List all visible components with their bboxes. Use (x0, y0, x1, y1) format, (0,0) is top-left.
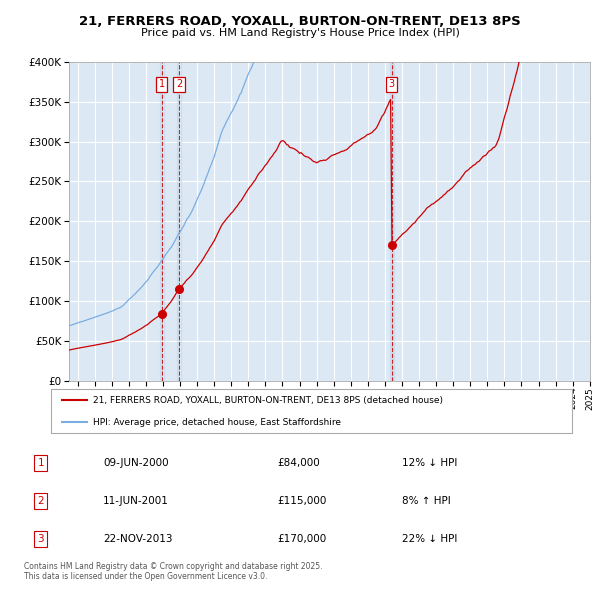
Text: 3: 3 (388, 79, 395, 89)
Text: 21, FERRERS ROAD, YOXALL, BURTON-ON-TRENT, DE13 8PS (detached house): 21, FERRERS ROAD, YOXALL, BURTON-ON-TREN… (93, 396, 443, 405)
Text: Price paid vs. HM Land Registry's House Price Index (HPI): Price paid vs. HM Land Registry's House … (140, 28, 460, 38)
Bar (160, 62, 164, 381)
Text: 22% ↓ HPI: 22% ↓ HPI (402, 534, 457, 543)
Text: HPI: Average price, detached house, East Staffordshire: HPI: Average price, detached house, East… (93, 418, 341, 427)
Text: 8% ↑ HPI: 8% ↑ HPI (402, 496, 451, 506)
Text: 3: 3 (38, 534, 44, 543)
Text: £170,000: £170,000 (278, 534, 327, 543)
Text: 22-NOV-2013: 22-NOV-2013 (103, 534, 172, 543)
Text: 1: 1 (159, 79, 165, 89)
Text: 2: 2 (38, 496, 44, 506)
Text: £115,000: £115,000 (278, 496, 327, 506)
Text: £84,000: £84,000 (278, 458, 320, 468)
Text: 12% ↓ HPI: 12% ↓ HPI (402, 458, 457, 468)
Text: 2: 2 (176, 79, 182, 89)
Text: 11-JUN-2001: 11-JUN-2001 (103, 496, 169, 506)
Bar (389, 62, 394, 381)
FancyBboxPatch shape (50, 389, 572, 433)
Text: 21, FERRERS ROAD, YOXALL, BURTON-ON-TRENT, DE13 8PS: 21, FERRERS ROAD, YOXALL, BURTON-ON-TREN… (79, 15, 521, 28)
Bar (177, 62, 181, 381)
Text: 1: 1 (38, 458, 44, 468)
Text: Contains HM Land Registry data © Crown copyright and database right 2025.
This d: Contains HM Land Registry data © Crown c… (24, 562, 323, 581)
Text: 09-JUN-2000: 09-JUN-2000 (103, 458, 169, 468)
